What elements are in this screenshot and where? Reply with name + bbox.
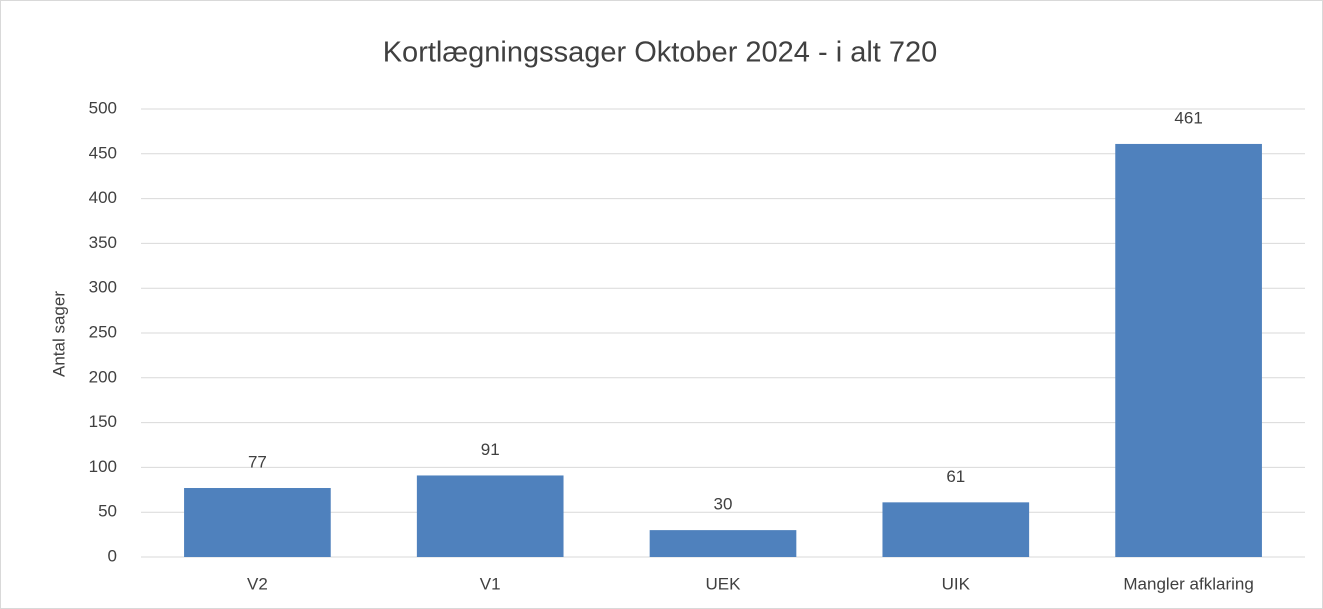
y-tick-label: 250 bbox=[89, 322, 117, 341]
y-tick-label: 400 bbox=[89, 188, 117, 207]
data-label: 461 bbox=[1174, 108, 1202, 127]
bar bbox=[1115, 143, 1262, 557]
y-tick-label: 50 bbox=[98, 502, 117, 521]
y-tick-label: 500 bbox=[89, 98, 117, 117]
y-tick-label: 200 bbox=[89, 367, 117, 386]
bar bbox=[649, 530, 797, 557]
x-tick-label: V1 bbox=[480, 574, 501, 593]
data-label: 91 bbox=[481, 440, 500, 459]
y-tick-label: 450 bbox=[89, 143, 117, 162]
y-tick-label: 150 bbox=[89, 412, 117, 431]
data-label: 77 bbox=[248, 452, 267, 471]
bar bbox=[184, 488, 331, 557]
y-tick-label: 100 bbox=[89, 457, 117, 476]
chart-title: Kortlægningssager Oktober 2024 - i alt 7… bbox=[383, 37, 938, 69]
y-axis-label: Antal sager bbox=[49, 291, 68, 377]
y-tick-label: 350 bbox=[89, 233, 117, 252]
y-tick-label: 300 bbox=[89, 278, 117, 297]
x-tick-label: UEK bbox=[706, 574, 742, 593]
data-label: 30 bbox=[714, 495, 733, 514]
bar bbox=[416, 475, 564, 557]
bar bbox=[882, 502, 1030, 557]
x-tick-label: Mangler afklaring bbox=[1123, 574, 1253, 593]
x-tick-label: UIK bbox=[942, 574, 971, 593]
x-tick-label: V2 bbox=[247, 574, 268, 593]
data-label: 61 bbox=[946, 467, 965, 486]
y-tick-label: 0 bbox=[108, 546, 117, 565]
